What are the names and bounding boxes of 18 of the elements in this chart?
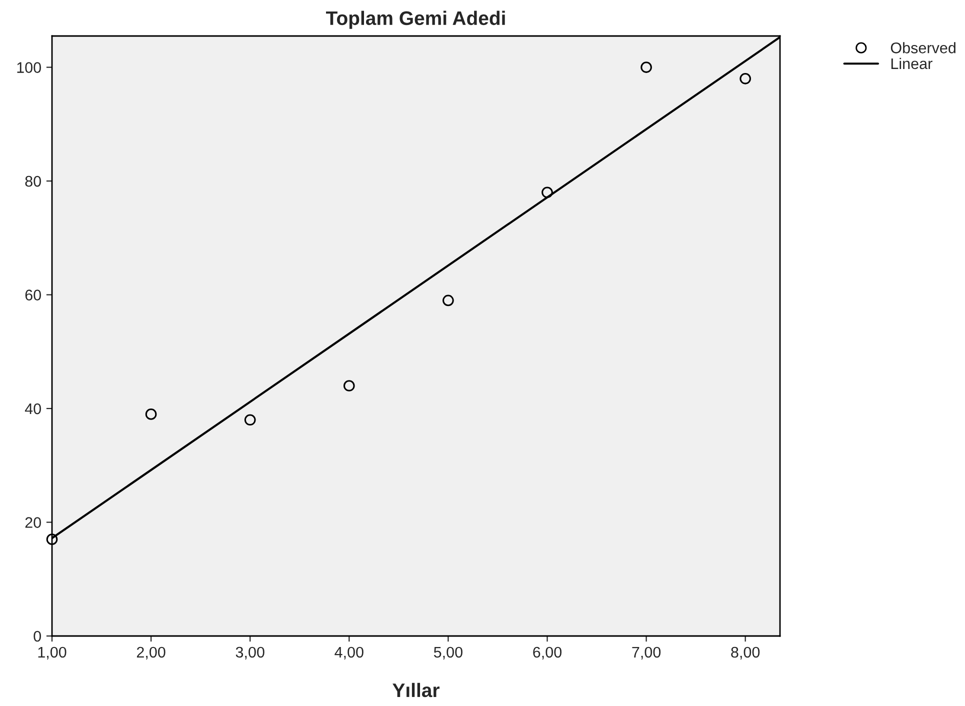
y-tick-label: 40 <box>24 403 41 414</box>
x-tick-label: 4,00 <box>334 646 364 660</box>
y-tick-label: 100 <box>17 62 41 73</box>
chart-title: Toplam Gemi Adedi <box>326 10 505 29</box>
y-tick-label: 0 <box>34 630 41 642</box>
x-tick-label: 7,00 <box>632 646 661 660</box>
x-tick-label: 8,00 <box>731 646 760 660</box>
x-tick-label: 3,00 <box>236 646 264 660</box>
x-tick-label: 5,00 <box>434 646 462 660</box>
y-tick-label: 20 <box>25 517 41 528</box>
x-tick-label: 6,00 <box>533 646 562 660</box>
y-tick-label: 80 <box>25 176 41 187</box>
legend-label: Observed <box>890 42 956 54</box>
x-axis-title: Yıllar <box>392 682 440 698</box>
x-tick-label: 1,00 <box>38 646 66 660</box>
x-tick-label: 2,00 <box>136 646 166 660</box>
y-tick-label: 60 <box>25 290 41 300</box>
legend-label: Linear <box>891 58 932 70</box>
